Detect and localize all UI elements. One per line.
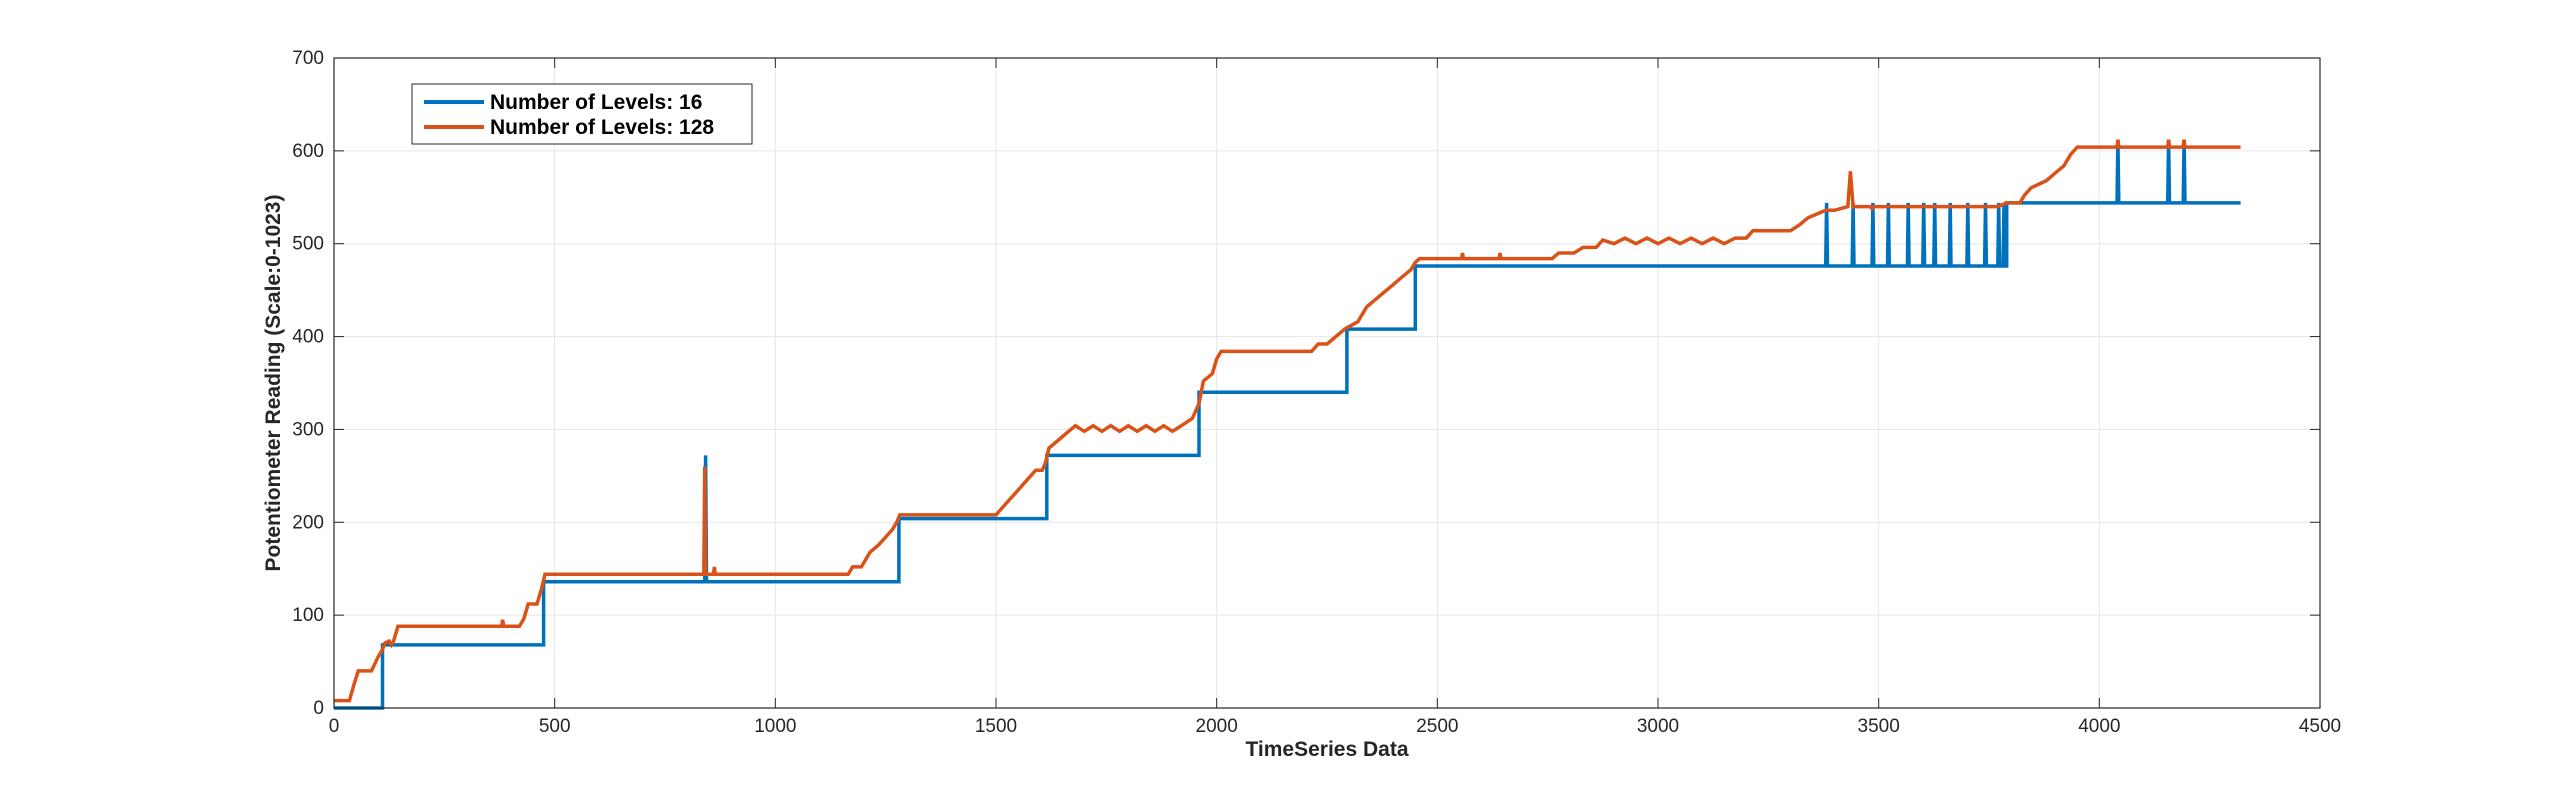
x-tick-label: 1000 [754,716,796,737]
axes-box [333,57,2321,709]
legend: Number of Levels: 16 Number of Levels: 1… [411,83,753,145]
x-tick-label: 500 [539,716,571,737]
y-tick-label: 200 [292,512,324,533]
x-tick-label: 4000 [2078,716,2120,737]
series-line-levels-128 [334,139,2241,703]
y-tick-label: 0 [313,698,324,719]
y-tick-label: 100 [292,605,324,626]
series-lines [334,139,2241,710]
y-tick-label: 600 [292,141,324,162]
y-tick-label: 400 [292,327,324,348]
x-tick-label: 3500 [1858,716,1900,737]
plot-area [334,58,2320,708]
y-axis-ticks: 0 100 200 300 400 500 600 700 [292,48,2320,719]
x-tick-label: 4500 [2299,716,2341,737]
x-axis-label: TimeSeries Data [1245,738,1408,761]
x-tick-label: 2500 [1416,716,1458,737]
x-tick-label: 0 [329,716,340,737]
x-tick-label: 2000 [1196,716,1238,737]
y-tick-label: 500 [292,234,324,255]
y-tick-label: 300 [292,419,324,440]
legend-box [411,83,753,145]
x-axis-ticks: 0 500 1000 1500 2000 2500 3000 3500 4000 4500 [329,58,2341,737]
y-axis-label: Potentiometer Reading (Scale:0-1023) [262,195,285,572]
y-tick-label: 700 [292,48,324,69]
series-line-levels-16 [334,139,2241,710]
legend-entry-levels-16: Number of Levels: 16 [490,91,702,114]
x-tick-label: 3000 [1637,716,1679,737]
x-tick-label: 1500 [975,716,1017,737]
legend-entry-levels-128: Number of Levels: 128 [490,116,714,139]
